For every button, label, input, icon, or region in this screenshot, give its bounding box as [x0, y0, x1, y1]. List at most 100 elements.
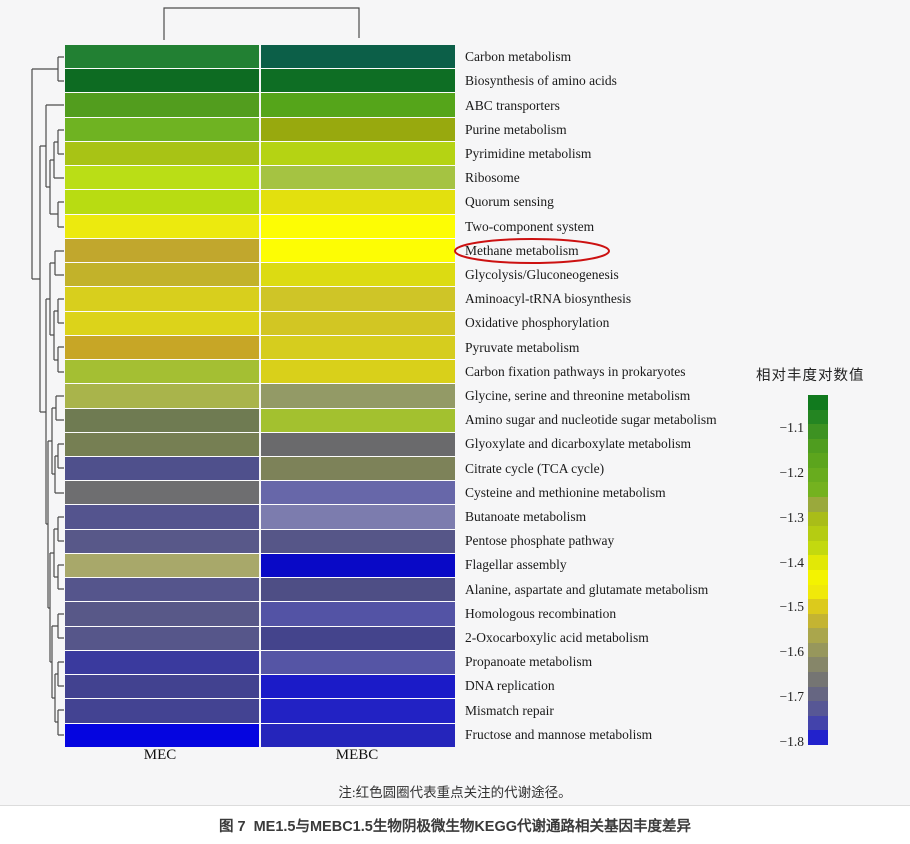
row-label: Glyoxylate and dicarboxylate metabolism [465, 436, 692, 452]
row-label: Carbon fixation pathways in prokaryotes [465, 363, 686, 379]
legend-segment [808, 409, 828, 425]
heatmap-row [65, 432, 455, 457]
legend-segment [808, 613, 828, 629]
heatmap-row [65, 166, 455, 191]
heatmap-row [65, 384, 455, 409]
heatmap-cell-mebc [261, 45, 455, 69]
heatmap-cell-mebc [261, 481, 455, 505]
heatmap-row [65, 141, 455, 167]
heatmap-cell-mec [65, 626, 259, 650]
legend-segment [808, 467, 828, 483]
heatmap-row [65, 699, 455, 724]
legend-segment [808, 511, 828, 527]
heatmap-cell-mec [65, 723, 259, 747]
row-label-list: Carbon metabolism Biosynthesis of amino a… [465, 45, 765, 747]
legend-tick-label: −1.6 [779, 644, 805, 660]
heatmap-cell-mebc [261, 650, 455, 675]
legend-segment [808, 701, 828, 716]
heatmap-cell-mebc [261, 214, 455, 238]
heatmap-row [65, 335, 455, 361]
heatmap-cell-mec [65, 578, 259, 602]
heatmap-row [65, 456, 455, 482]
row-label: Propanoate metabolism [465, 654, 593, 670]
row-label: Alanine, aspartate and glutamate metabol… [465, 581, 709, 597]
legend-segment [808, 453, 828, 468]
heatmap-cell-mec [65, 408, 259, 432]
row-label: Oxidative phosphorylation [465, 315, 610, 331]
heatmap-row [65, 214, 455, 239]
heatmap-cell-mebc [261, 117, 455, 141]
heatmap-cell-mebc [261, 335, 455, 360]
row-label: Butanoate metabolism [465, 508, 587, 524]
heatmap-cell-mebc [261, 456, 455, 481]
heatmap-cell-mec [65, 553, 259, 578]
heatmap-cell-mebc [261, 699, 455, 723]
heatmap-cell-mebc [261, 141, 455, 166]
legend-segment [808, 395, 828, 410]
heatmap-cell-mebc [261, 723, 455, 747]
heatmap-row [65, 675, 455, 700]
legend-segment [808, 715, 828, 731]
heatmap-row [65, 69, 455, 94]
heatmap-cell-mebc [261, 93, 455, 117]
row-label: Purine metabolism [465, 121, 567, 137]
row-label: Citrate cycle (TCA cycle) [465, 460, 605, 476]
legend-segment [808, 497, 828, 512]
legend-segment [808, 730, 828, 745]
legend-segment [808, 584, 828, 600]
legend-segment [808, 424, 828, 439]
caption-text: ME1.5与MEBC1.5生物阴极微生物KEGG代谢通路相关基因丰度差异 [253, 818, 692, 835]
heatmap-cell-mec [65, 166, 259, 190]
heatmap-cell-mebc [261, 675, 455, 699]
column-label-mec: MEC [143, 747, 177, 763]
heatmap-cell-mec [65, 141, 259, 166]
row-label: Pyrimidine metabolism [465, 145, 592, 161]
heatmap-row [65, 287, 455, 312]
heatmap-cell-mebc [261, 408, 455, 432]
heatmap-cell-mec [65, 675, 259, 699]
legend-segment [808, 657, 828, 672]
legend-segment [808, 482, 828, 498]
heatmap-cell-mebc [261, 69, 455, 93]
heatmap-cell-mebc [261, 529, 455, 553]
heatmap-cell-mec [65, 360, 259, 384]
heatmap-row [65, 553, 455, 579]
heatmap-cell-mec [65, 699, 259, 723]
row-label: Glycolysis/Gluconeogenesis [465, 266, 619, 282]
row-label: Mismatch repair [465, 702, 554, 718]
heatmap-row [65, 263, 455, 288]
heatmap-row [65, 408, 455, 433]
row-label: Aminoacyl-tRNA biosynthesis [465, 291, 632, 307]
legend-segment [808, 686, 828, 702]
caption-band: 图 7 ME1.5与MEBC1.5生物阴极微生物KEGG代谢通路相关基因丰度差异 [0, 806, 910, 844]
heatmap-row [65, 311, 455, 336]
heatmap-cell-mec [65, 238, 259, 263]
legend-segment [808, 671, 828, 687]
heatmap-cell-mebc [261, 505, 455, 529]
row-label: Flagellar assembly [465, 557, 567, 573]
row-label: Glycine, serine and threonine metabolism [465, 387, 691, 403]
heatmap-row [65, 602, 455, 627]
row-label: Carbon metabolism [465, 49, 572, 65]
legend-tick-label: −1.2 [779, 464, 805, 480]
legend-tick-label: −1.7 [779, 689, 805, 705]
heatmap-grid [65, 45, 455, 747]
heatmap-cell-mec [65, 456, 259, 481]
heatmap-cell-mebc [261, 190, 455, 214]
heatmap-cell-mec [65, 69, 259, 93]
row-label: Methane metabolism [465, 242, 579, 258]
heatmap-row [65, 626, 455, 651]
legend-segment [808, 569, 828, 585]
heatmap-cell-mec [65, 117, 259, 141]
legend-segment [808, 555, 828, 570]
row-label: DNA replication [465, 678, 555, 694]
legend-tick-label: −1.3 [779, 509, 805, 525]
row-label: Fructose and mannose metabolism [465, 726, 653, 742]
row-label: Pyruvate metabolism [465, 339, 580, 355]
legend-segment [808, 526, 828, 541]
heatmap-cell-mec [65, 481, 259, 505]
row-label: Biosynthesis of amino acids [465, 73, 617, 89]
heatmap-row [65, 93, 455, 118]
heatmap-cell-mebc [261, 287, 455, 311]
